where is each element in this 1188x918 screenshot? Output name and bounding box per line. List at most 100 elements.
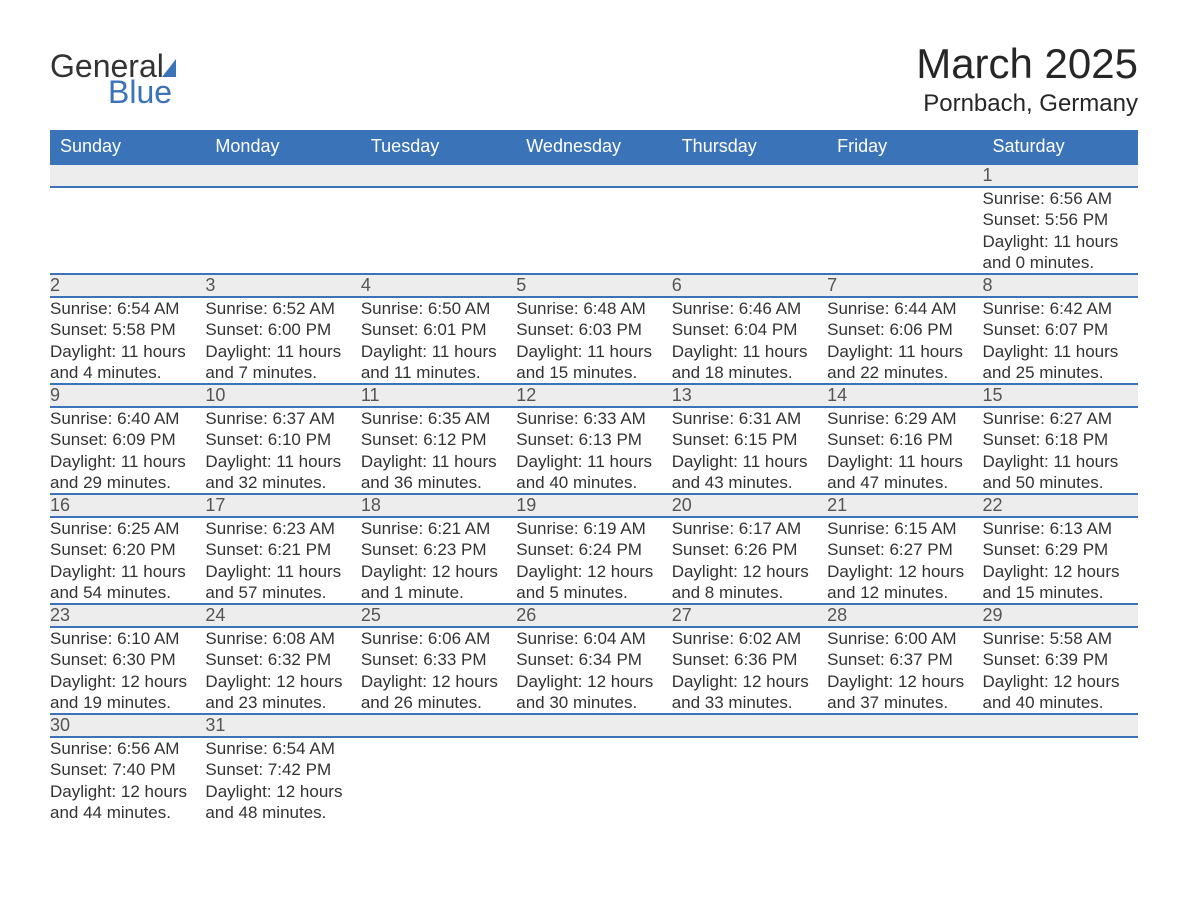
sunrise-text: Sunrise: 6:50 AM <box>361 298 516 319</box>
daylight-text: Daylight: 11 hours and 57 minutes. <box>205 561 360 604</box>
sunset-text: Sunset: 6:27 PM <box>827 539 982 560</box>
daylight-text: Daylight: 11 hours and 22 minutes. <box>827 341 982 384</box>
day-number-cell: 31 <box>205 714 360 737</box>
day-data-cell: Sunrise: 6:13 AMSunset: 6:29 PMDaylight:… <box>983 517 1138 604</box>
day-data-cell: Sunrise: 6:02 AMSunset: 6:36 PMDaylight:… <box>672 627 827 714</box>
daylight-text: Daylight: 12 hours and 19 minutes. <box>50 671 205 714</box>
day-number-cell: 4 <box>361 274 516 297</box>
weekday-header: Friday <box>827 130 982 164</box>
day-data-cell <box>516 187 671 274</box>
daylight-text: Daylight: 12 hours and 30 minutes. <box>516 671 671 714</box>
sunset-text: Sunset: 6:26 PM <box>672 539 827 560</box>
sunrise-text: Sunrise: 6:31 AM <box>672 408 827 429</box>
sunset-text: Sunset: 6:21 PM <box>205 539 360 560</box>
daynum-row: 23242526272829 <box>50 604 1138 627</box>
sunrise-text: Sunrise: 6:46 AM <box>672 298 827 319</box>
sunset-text: Sunset: 6:13 PM <box>516 429 671 450</box>
day-data-cell <box>827 187 982 274</box>
sunset-text: Sunset: 6:32 PM <box>205 649 360 670</box>
day-number-cell: 13 <box>672 384 827 407</box>
daylight-text: Daylight: 12 hours and 26 minutes. <box>361 671 516 714</box>
day-data-cell <box>827 737 982 823</box>
day-data-cell <box>361 187 516 274</box>
day-number-cell: 22 <box>983 494 1138 517</box>
day-number-cell: 8 <box>983 274 1138 297</box>
weekday-header: Monday <box>205 130 360 164</box>
sunrise-text: Sunrise: 6:00 AM <box>827 628 982 649</box>
sunset-text: Sunset: 6:09 PM <box>50 429 205 450</box>
sunrise-text: Sunrise: 6:08 AM <box>205 628 360 649</box>
daylight-text: Daylight: 12 hours and 37 minutes. <box>827 671 982 714</box>
day-data-cell <box>672 737 827 823</box>
sunset-text: Sunset: 7:40 PM <box>50 759 205 780</box>
daylight-text: Daylight: 11 hours and 0 minutes. <box>983 231 1138 274</box>
day-data-cell: Sunrise: 6:56 AMSunset: 7:40 PMDaylight:… <box>50 737 205 823</box>
sunrise-text: Sunrise: 6:54 AM <box>205 738 360 759</box>
sunrise-text: Sunrise: 6:56 AM <box>50 738 205 759</box>
data-row: Sunrise: 6:54 AMSunset: 5:58 PMDaylight:… <box>50 297 1138 384</box>
day-number-cell: 29 <box>983 604 1138 627</box>
day-number-cell: 30 <box>50 714 205 737</box>
weekday-header: Tuesday <box>361 130 516 164</box>
day-number-cell: 19 <box>516 494 671 517</box>
sunset-text: Sunset: 6:34 PM <box>516 649 671 670</box>
sunrise-text: Sunrise: 6:56 AM <box>983 188 1138 209</box>
sunrise-text: Sunrise: 6:19 AM <box>516 518 671 539</box>
day-data-cell: Sunrise: 6:50 AMSunset: 6:01 PMDaylight:… <box>361 297 516 384</box>
day-number-cell: 25 <box>361 604 516 627</box>
day-number-cell <box>516 714 671 737</box>
daylight-text: Daylight: 11 hours and 29 minutes. <box>50 451 205 494</box>
sunrise-text: Sunrise: 6:27 AM <box>983 408 1138 429</box>
sunrise-text: Sunrise: 6:17 AM <box>672 518 827 539</box>
daylight-text: Daylight: 12 hours and 12 minutes. <box>827 561 982 604</box>
sunset-text: Sunset: 6:37 PM <box>827 649 982 670</box>
day-number-cell <box>827 714 982 737</box>
day-data-cell <box>361 737 516 823</box>
sunset-text: Sunset: 6:07 PM <box>983 319 1138 340</box>
sunrise-text: Sunrise: 5:58 AM <box>983 628 1138 649</box>
day-number-cell <box>50 164 205 187</box>
day-data-cell: Sunrise: 6:15 AMSunset: 6:27 PMDaylight:… <box>827 517 982 604</box>
sunrise-text: Sunrise: 6:37 AM <box>205 408 360 429</box>
day-data-cell: Sunrise: 6:23 AMSunset: 6:21 PMDaylight:… <box>205 517 360 604</box>
sunrise-text: Sunrise: 6:06 AM <box>361 628 516 649</box>
day-data-cell: Sunrise: 6:46 AMSunset: 6:04 PMDaylight:… <box>672 297 827 384</box>
sunrise-text: Sunrise: 6:40 AM <box>50 408 205 429</box>
day-data-cell: Sunrise: 6:19 AMSunset: 6:24 PMDaylight:… <box>516 517 671 604</box>
day-data-cell <box>516 737 671 823</box>
daylight-text: Daylight: 12 hours and 23 minutes. <box>205 671 360 714</box>
day-number-cell <box>516 164 671 187</box>
calendar-body: 1 Sunrise: 6:56 AMSunset: 5:56 PMDayligh… <box>50 164 1138 823</box>
day-number-cell: 7 <box>827 274 982 297</box>
day-number-cell <box>361 164 516 187</box>
weekday-header: Sunday <box>50 130 205 164</box>
sunrise-text: Sunrise: 6:42 AM <box>983 298 1138 319</box>
sunrise-text: Sunrise: 6:44 AM <box>827 298 982 319</box>
data-row: Sunrise: 6:10 AMSunset: 6:30 PMDaylight:… <box>50 627 1138 714</box>
daylight-text: Daylight: 11 hours and 25 minutes. <box>983 341 1138 384</box>
day-number-cell: 2 <box>50 274 205 297</box>
day-number-cell: 14 <box>827 384 982 407</box>
sunrise-text: Sunrise: 6:48 AM <box>516 298 671 319</box>
day-number-cell <box>827 164 982 187</box>
sunrise-text: Sunrise: 6:33 AM <box>516 408 671 429</box>
daylight-text: Daylight: 12 hours and 44 minutes. <box>50 781 205 824</box>
sunrise-text: Sunrise: 6:04 AM <box>516 628 671 649</box>
sunset-text: Sunset: 6:10 PM <box>205 429 360 450</box>
daylight-text: Daylight: 11 hours and 40 minutes. <box>516 451 671 494</box>
day-number-cell: 9 <box>50 384 205 407</box>
day-data-cell: Sunrise: 6:31 AMSunset: 6:15 PMDaylight:… <box>672 407 827 494</box>
day-data-cell: Sunrise: 6:56 AMSunset: 5:56 PMDaylight:… <box>983 187 1138 274</box>
day-data-cell: Sunrise: 6:00 AMSunset: 6:37 PMDaylight:… <box>827 627 982 714</box>
daylight-text: Daylight: 12 hours and 5 minutes. <box>516 561 671 604</box>
day-number-cell: 28 <box>827 604 982 627</box>
day-data-cell: Sunrise: 5:58 AMSunset: 6:39 PMDaylight:… <box>983 627 1138 714</box>
page-header: General Blue March 2025 Pornbach, German… <box>50 40 1138 118</box>
day-data-cell: Sunrise: 6:54 AMSunset: 5:58 PMDaylight:… <box>50 297 205 384</box>
day-number-cell: 21 <box>827 494 982 517</box>
sunset-text: Sunset: 6:39 PM <box>983 649 1138 670</box>
day-number-cell: 20 <box>672 494 827 517</box>
day-number-cell: 24 <box>205 604 360 627</box>
daylight-text: Daylight: 12 hours and 15 minutes. <box>983 561 1138 604</box>
sunset-text: Sunset: 6:20 PM <box>50 539 205 560</box>
